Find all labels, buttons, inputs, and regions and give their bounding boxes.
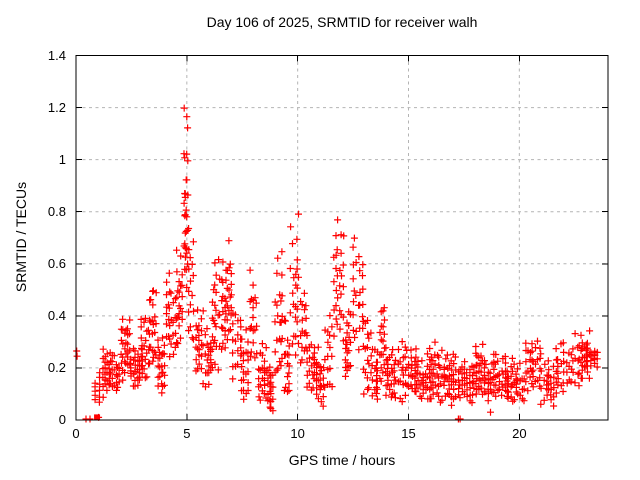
square-marker	[94, 414, 101, 421]
x-tick-label: 20	[512, 426, 527, 441]
y-tick-label: 0.2	[47, 359, 66, 375]
y-tick-label: 1.2	[47, 99, 66, 115]
axis-ticks	[75, 55, 608, 421]
x-tick-label: 15	[401, 426, 416, 441]
y-tick-label: 0.8	[47, 203, 66, 219]
plot-border	[75, 55, 609, 421]
x-tick-label: 5	[183, 426, 191, 441]
y-tick-label: 0.6	[47, 255, 66, 271]
y-axis-title: SRMTID / TECUs	[13, 181, 29, 293]
y-tick-label: 1	[58, 151, 66, 167]
grid-lines	[76, 55, 608, 420]
chart-title: Day 106 of 2025, SRMTID for receiver wal…	[206, 14, 478, 30]
x-tick-label: 10	[290, 426, 305, 441]
data-markers	[73, 104, 601, 423]
y-tick-label: 0	[58, 412, 66, 427]
y-tick-label: 1.4	[47, 47, 66, 63]
x-axis-title: GPS time / hours	[288, 452, 396, 468]
y-tick-label: 0.4	[47, 307, 66, 323]
x-tick-label: 0	[72, 426, 80, 441]
